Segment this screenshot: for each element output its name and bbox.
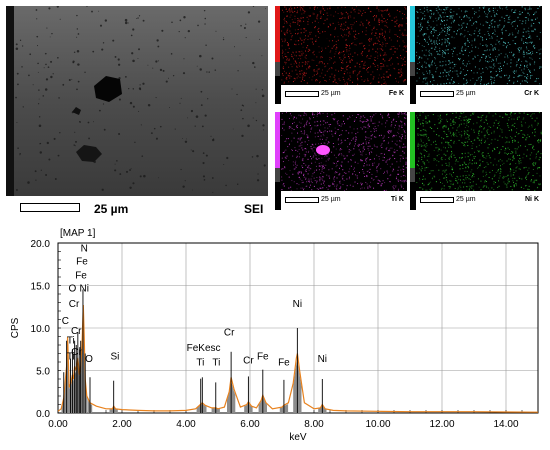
peak-label: Fe: [257, 351, 269, 362]
peak-label: Cr: [224, 328, 235, 339]
element-map-image: [410, 112, 542, 210]
sem-image: [6, 6, 268, 196]
x-tick-label: 8.00: [304, 419, 324, 430]
map-scale-bar: [285, 91, 319, 97]
element-map-ni-k: 25 µm Ni K: [410, 112, 542, 210]
element-map-image: [275, 112, 407, 210]
peak-label: Cr: [71, 326, 82, 337]
sem-scale-text: 25 µm: [94, 202, 129, 216]
map-scale-bar: [285, 197, 319, 203]
sem-label: SEI: [244, 202, 264, 216]
x-tick-label: 14.00: [493, 419, 518, 430]
sem-image-panel: [6, 6, 268, 196]
peak-label: Ti: [67, 351, 75, 362]
element-map-image: [410, 6, 542, 104]
peak-label: Si: [111, 351, 120, 362]
map-scale-text: 25 µm: [456, 90, 476, 97]
peak-label: Ni: [80, 283, 89, 294]
peak-label: Ni: [293, 299, 302, 310]
map-scale-text: 25 µm: [321, 90, 341, 97]
map-scale-text: 25 µm: [456, 196, 476, 203]
peak-label: Ti: [196, 357, 204, 368]
y-tick-label: 15.0: [31, 282, 51, 293]
peak-label: Fe: [75, 271, 87, 282]
sem-inclusion-large: [94, 76, 122, 102]
x-tick-label: 6.00: [240, 419, 260, 430]
peak-label: Fe: [278, 357, 290, 368]
y-tick-label: 5.0: [36, 367, 50, 378]
chart-title: [MAP 1]: [60, 228, 96, 239]
peak-label: FeKesc: [187, 343, 221, 354]
map-scale-bar: [420, 197, 454, 203]
peak-label: C: [62, 316, 69, 327]
peak-label: N: [81, 244, 88, 255]
x-tick-label: 0.00: [48, 419, 68, 430]
y-tick-label: 10.0: [31, 324, 51, 335]
x-tick-label: 4.00: [176, 419, 196, 430]
map-element-label: Ti K: [390, 196, 404, 203]
map-element-label: Fe K: [388, 90, 404, 97]
element-map-ti-k: 25 µm Ti K: [275, 112, 407, 210]
map-scale-bar: [420, 91, 454, 97]
spectrum-line: [57, 304, 539, 413]
map-element-label: Ni K: [525, 196, 539, 203]
element-map-image: [275, 6, 407, 104]
peak-label: Ti: [67, 335, 75, 346]
map-element-label: Cr K: [524, 90, 539, 97]
peak-label: Cr: [71, 347, 82, 358]
peak-markers: [63, 289, 323, 413]
peak-label: Ni: [318, 354, 327, 365]
peak-label: Ti: [212, 357, 220, 368]
eds-spectrum-chart: 0.00 2.00 4.00 6.00 8.00 10.00 12.00 14.00 0.0 5.…: [10, 228, 539, 443]
y-axis-label: CPS: [10, 317, 21, 338]
y-tick-label: 0.0: [36, 409, 50, 420]
peak-label: Cr: [69, 299, 80, 310]
map-scale-text: 25 µm: [321, 196, 341, 203]
x-tick-label: 12.00: [429, 419, 454, 430]
peak-label: Cr: [243, 356, 254, 367]
element-map-fe-k: 25 µm Fe K: [275, 6, 407, 104]
element-map-cr-k: 25 µm Cr K: [410, 6, 542, 104]
peak-label: Fe: [76, 256, 88, 267]
y-tick-label: 20.0: [31, 239, 51, 250]
peak-label: O: [69, 283, 77, 294]
sem-inclusion-small: [76, 145, 102, 162]
x-axis-label: keV: [289, 432, 307, 443]
peak-fill: [61, 324, 327, 413]
axis-ticks: 0.00 2.00 4.00 6.00 8.00 10.00 12.00 14.00 0.0 5.…: [31, 239, 539, 430]
x-tick-label: 10.00: [365, 419, 390, 430]
sem-scale-bar: [20, 203, 80, 212]
peak-label: O: [85, 354, 93, 365]
x-tick-label: 2.00: [112, 419, 132, 430]
